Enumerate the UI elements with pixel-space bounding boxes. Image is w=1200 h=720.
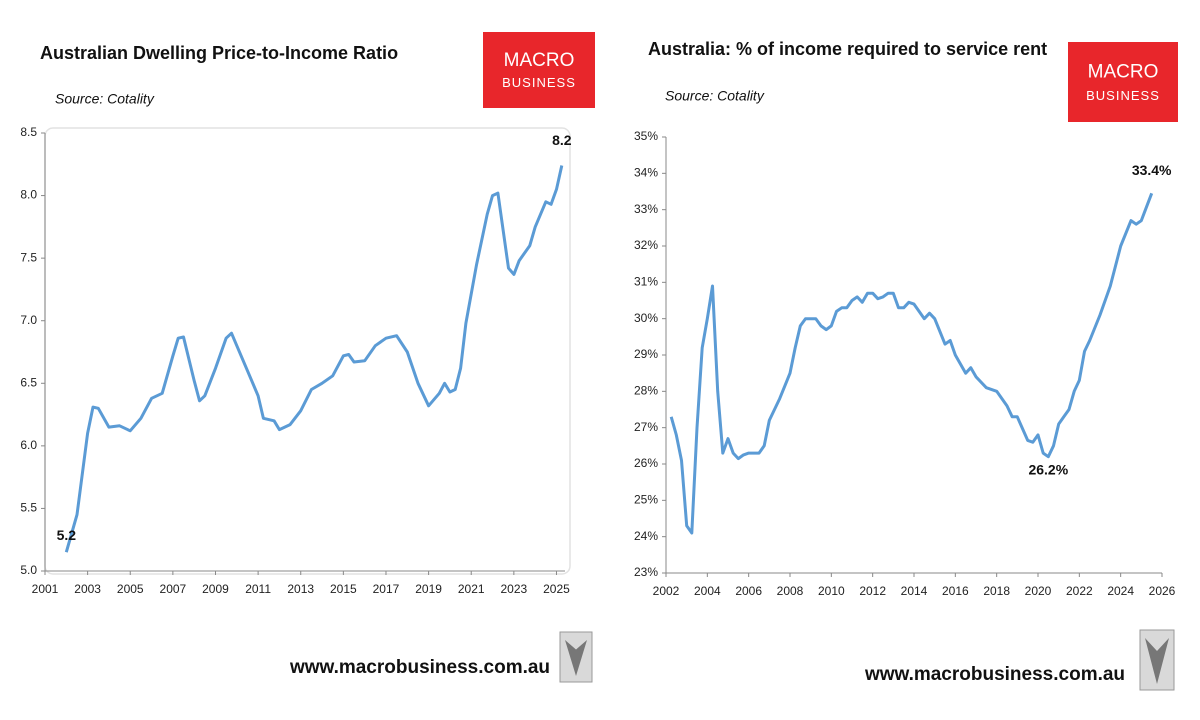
x-tick-label: 2026 xyxy=(1149,584,1176,598)
y-tick-label: 8.0 xyxy=(20,188,37,202)
annotation: 8.2 xyxy=(552,132,572,148)
y-tick-label: 5.5 xyxy=(20,501,37,515)
x-tick-label: 2006 xyxy=(735,584,762,598)
data-line xyxy=(64,165,564,553)
y-tick-label: 29% xyxy=(634,347,658,361)
annotation: 26.2% xyxy=(1028,461,1068,477)
annotation: 5.2 xyxy=(57,527,77,543)
y-tick-label: 6.5 xyxy=(20,375,37,389)
x-tick-label: 2015 xyxy=(330,582,357,596)
x-tick-label: 2025 xyxy=(543,582,570,596)
x-tick-label: 2004 xyxy=(694,584,721,598)
source-note: Source: Cotality xyxy=(665,88,765,104)
y-tick-label: 6.0 xyxy=(20,438,37,452)
y-tick-label: 28% xyxy=(634,384,658,398)
y-tick-label: 5.0 xyxy=(20,563,37,577)
x-tick-label: 2013 xyxy=(287,582,314,596)
x-tick-label: 2024 xyxy=(1107,584,1134,598)
y-tick-label: 35% xyxy=(634,129,658,143)
y-tick-label: 27% xyxy=(634,420,658,434)
data-line xyxy=(669,192,1154,535)
x-tick-label: 2017 xyxy=(373,582,400,596)
chart-title: Australian Dwelling Price-to-Income Rati… xyxy=(40,43,398,63)
x-tick-label: 2022 xyxy=(1066,584,1093,598)
x-tick-label: 2008 xyxy=(777,584,804,598)
annotation: 33.4% xyxy=(1132,162,1172,178)
x-tick-label: 2007 xyxy=(160,582,187,596)
x-tick-label: 2011 xyxy=(245,582,271,596)
x-tick-label: 2018 xyxy=(983,584,1010,598)
logo-box xyxy=(1068,42,1178,122)
x-tick-label: 2012 xyxy=(859,584,886,598)
x-tick-label: 2023 xyxy=(501,582,528,596)
y-tick-label: 31% xyxy=(634,275,658,289)
x-tick-label: 2003 xyxy=(74,582,101,596)
y-tick-label: 25% xyxy=(634,493,658,507)
y-tick-label: 7.0 xyxy=(20,313,37,327)
x-tick-label: 2016 xyxy=(942,584,969,598)
x-tick-label: 2005 xyxy=(117,582,144,596)
y-tick-label: 24% xyxy=(634,529,658,543)
x-tick-label: 2010 xyxy=(818,584,845,598)
y-tick-label: 23% xyxy=(634,565,658,579)
y-tick-label: 8.5 xyxy=(20,125,37,139)
wolf-icon-face xyxy=(565,640,587,676)
y-tick-label: 34% xyxy=(634,166,658,180)
x-tick-label: 2014 xyxy=(901,584,928,598)
y-tick-label: 33% xyxy=(634,202,658,216)
source-note: Source: Cotality xyxy=(55,91,155,107)
x-tick-label: 2021 xyxy=(458,582,485,596)
logo-text: MACRO xyxy=(1088,61,1159,82)
y-tick-label: 26% xyxy=(634,456,658,470)
footer-url: www.macrobusiness.com.au xyxy=(864,664,1125,685)
y-tick-label: 32% xyxy=(634,238,658,252)
wolf-icon-face xyxy=(1145,638,1169,684)
logo-text: MACRO xyxy=(504,50,575,71)
logo-text: BUSINESS xyxy=(502,75,576,90)
x-tick-label: 2019 xyxy=(415,582,442,596)
footer-url: www.macrobusiness.com.au xyxy=(289,657,550,678)
logo-box xyxy=(483,32,595,108)
y-tick-label: 30% xyxy=(634,311,658,325)
x-tick-label: 2020 xyxy=(1025,584,1052,598)
x-tick-label: 2009 xyxy=(202,582,229,596)
logo-text: BUSINESS xyxy=(1086,88,1160,103)
chart-title: Australia: % of income required to servi… xyxy=(648,39,1047,59)
y-tick-label: 7.5 xyxy=(20,250,37,264)
x-tick-label: 2001 xyxy=(32,582,59,596)
x-tick-label: 2002 xyxy=(653,584,680,598)
